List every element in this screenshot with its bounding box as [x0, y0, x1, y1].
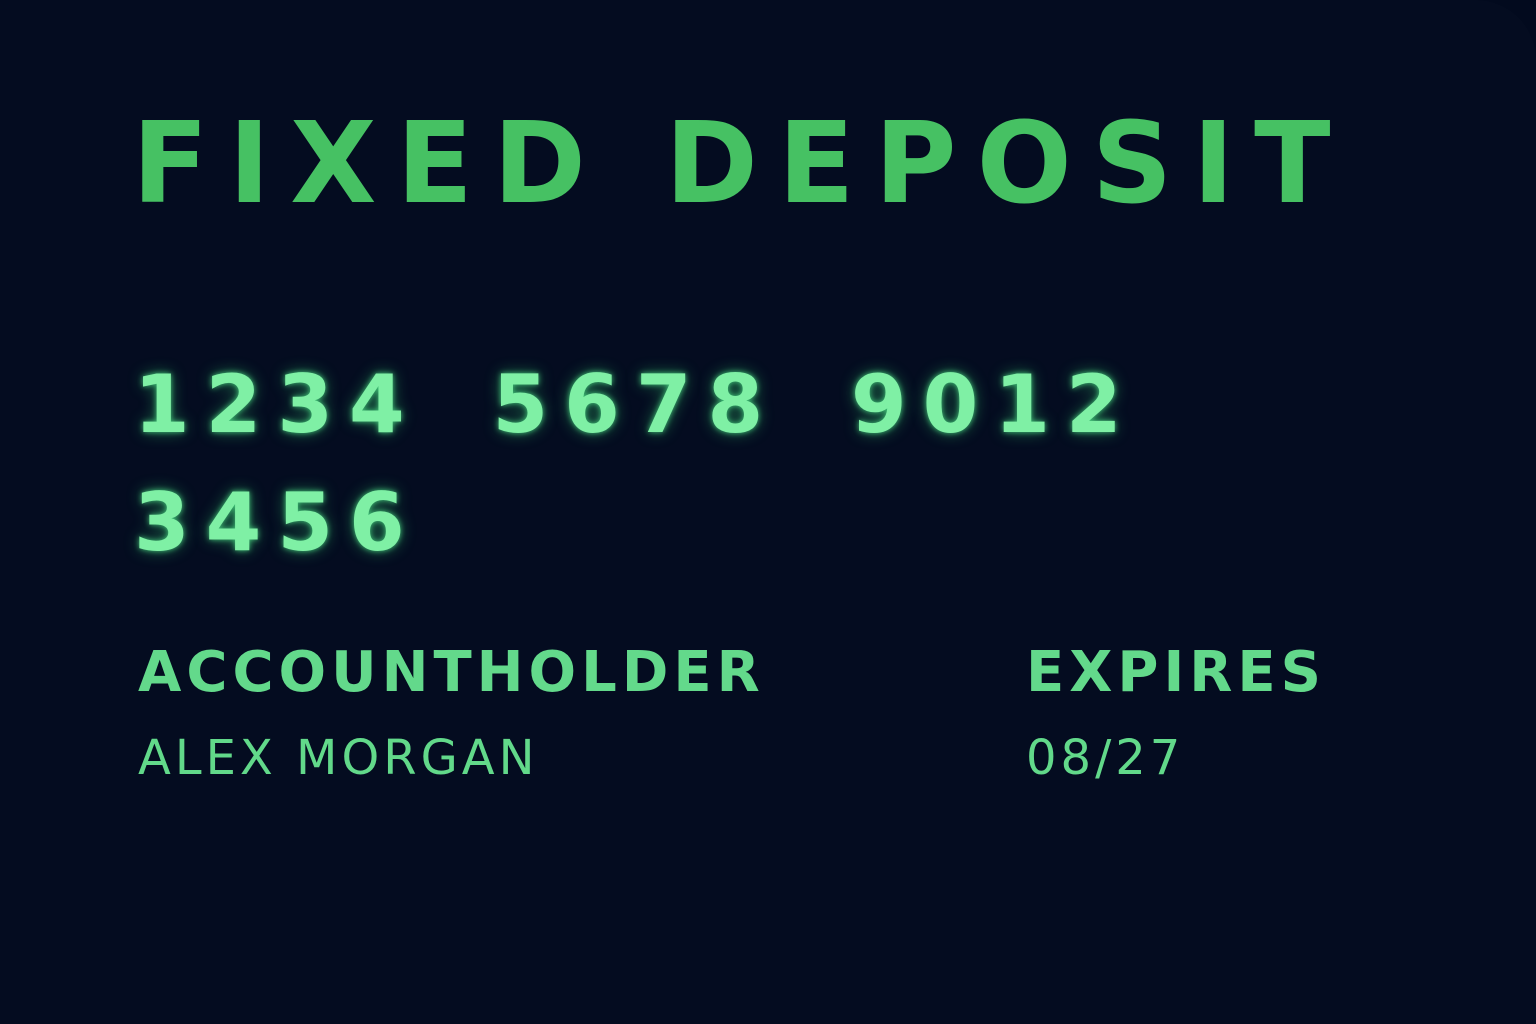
- expires-label: EXPIRES: [1026, 640, 1327, 705]
- accountholder-label: ACCOUNTHOLDER: [138, 640, 765, 705]
- accountholder-name: ALEX MORGAN: [138, 730, 539, 786]
- card-title: FIXED DEPOSIT: [132, 99, 1351, 229]
- card-number: 1234 5678 9012 3456: [134, 358, 1138, 569]
- expires-value: 08/27: [1026, 730, 1185, 786]
